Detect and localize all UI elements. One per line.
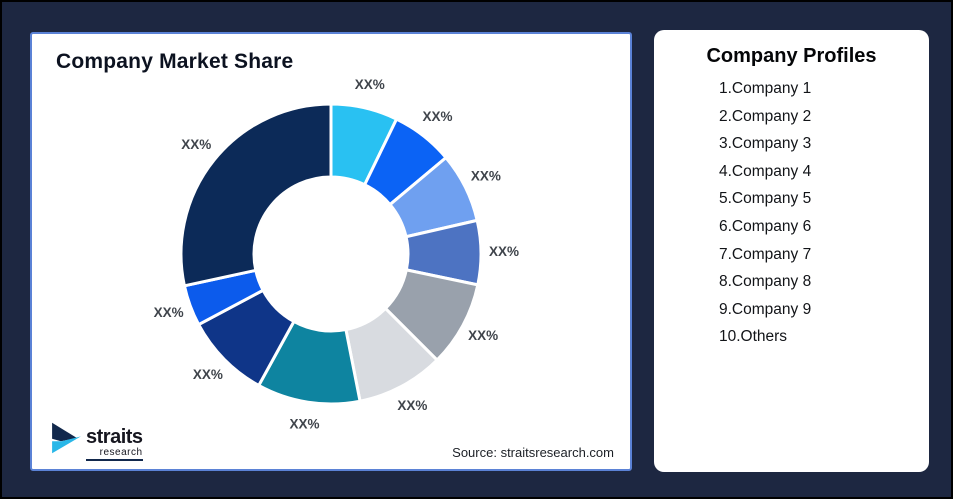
market-share-donut-chart: XX% XX% XX% XX% XX% XX% XX% XX% XX% XX% <box>154 77 519 432</box>
company-profiles-card: Company Profiles 1.Company 1 2.Company 2 3… <box>654 30 929 472</box>
list-item: 10.Others <box>719 328 788 346</box>
slice-label: XX% <box>154 305 184 320</box>
slice-label: XX% <box>489 244 519 259</box>
logo-text: straits research <box>86 427 143 461</box>
market-share-card: Company Market Share XX% XX% XX% XX% XX% XX% X… <box>30 32 632 471</box>
list-item: 4.Company 4 <box>719 162 812 180</box>
list-item: 8.Company 8 <box>719 273 812 291</box>
slice-label: XX% <box>355 77 385 92</box>
slice-label: XX% <box>289 417 319 432</box>
list-item: 9.Company 9 <box>719 300 812 318</box>
list-item: 5.Company 5 <box>719 190 812 208</box>
straits-research-logo: straits research <box>50 422 143 461</box>
source-note: Source: straitsresearch.com <box>452 445 614 460</box>
donut-slice-others <box>179 102 333 288</box>
slice-label: XX% <box>397 398 427 413</box>
profiles-list: 1.Company 1 2.Company 2 3.Company 3 4.Compa… <box>654 75 929 351</box>
logo-sub: research <box>86 447 143 461</box>
list-item: 1.Company 1 <box>719 80 812 97</box>
logo-brand: straits <box>86 426 143 448</box>
list-item: 2.Company 2 <box>719 107 812 125</box>
slice-label: XX% <box>422 109 452 124</box>
slice-label: XX% <box>193 367 223 382</box>
slice-label: XX% <box>471 168 501 183</box>
slice-label: XX% <box>181 137 211 152</box>
straits-double-arrow-icon <box>52 422 81 454</box>
chart-title: Company Market Share <box>56 50 294 73</box>
list-item: 7.Company 7 <box>719 245 812 263</box>
profiles-title: Company Profiles <box>706 45 877 67</box>
list-item: 3.Company 3 <box>719 135 812 153</box>
list-item: 6.Company 6 <box>719 217 812 235</box>
slice-label: XX% <box>468 328 498 343</box>
